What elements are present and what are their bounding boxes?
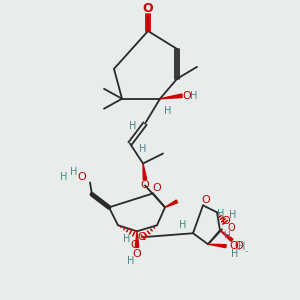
Text: O: O — [138, 232, 146, 242]
Polygon shape — [160, 94, 182, 99]
Text: O: O — [230, 241, 238, 251]
Text: O: O — [153, 183, 161, 194]
Text: H: H — [229, 210, 237, 220]
Text: H: H — [217, 209, 225, 219]
Text: H: H — [60, 172, 67, 182]
Text: O: O — [141, 180, 149, 190]
Polygon shape — [165, 200, 178, 207]
Text: O: O — [130, 240, 140, 250]
Text: O: O — [143, 2, 153, 15]
Polygon shape — [135, 231, 139, 247]
Text: H: H — [129, 121, 137, 130]
Text: H: H — [127, 256, 135, 266]
Text: H: H — [190, 91, 198, 101]
Text: O: O — [202, 195, 210, 206]
Polygon shape — [220, 230, 233, 242]
Text: O: O — [78, 172, 86, 182]
Text: H: H — [179, 220, 187, 230]
Text: O: O — [227, 223, 235, 233]
Text: -: - — [239, 237, 242, 246]
Text: O: O — [235, 241, 243, 251]
Text: H: H — [238, 242, 246, 252]
Text: O: O — [183, 91, 191, 101]
Polygon shape — [208, 244, 226, 248]
Text: O: O — [133, 249, 141, 259]
Text: H: H — [164, 106, 172, 116]
Text: H: H — [70, 167, 78, 178]
Text: H: H — [231, 249, 239, 259]
Text: H: H — [139, 144, 147, 154]
Text: O: O — [222, 216, 230, 226]
Text: -: - — [244, 247, 247, 256]
Text: H: H — [123, 234, 131, 244]
Text: H: H — [224, 231, 230, 240]
Polygon shape — [143, 164, 147, 180]
